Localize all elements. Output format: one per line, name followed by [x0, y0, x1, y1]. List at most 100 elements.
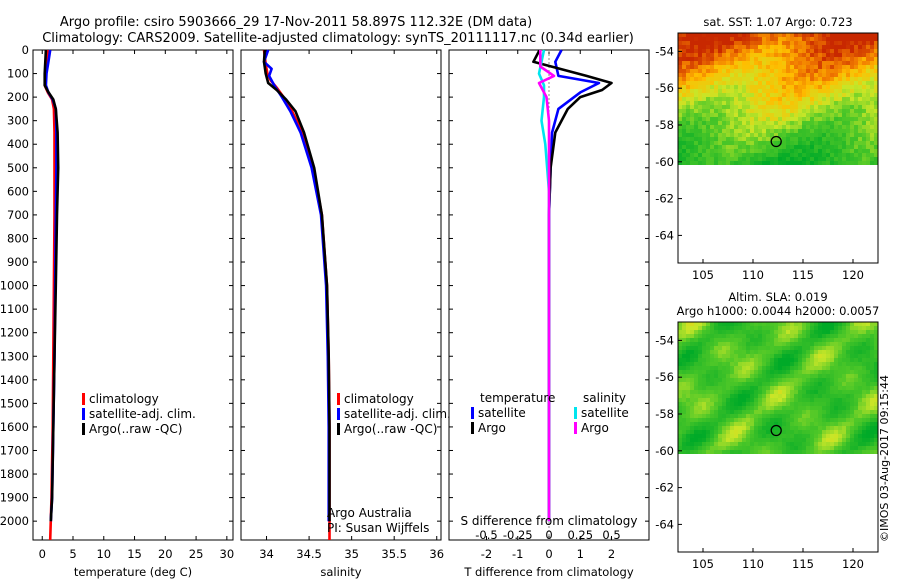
sla_map-cell: [826, 366, 830, 370]
salinity-panel: 34 34.5 35 35.5 36salinityclimatologysatelli…: [240, 49, 451, 579]
sst_map-cell: [794, 45, 798, 49]
sla_map-cell: [738, 382, 742, 386]
sst_map-cell: [874, 149, 878, 153]
sla_map-cell: [846, 382, 850, 386]
sst_map-cell: [710, 33, 714, 37]
sst_map-cells: [678, 33, 878, 165]
sla_map-cell: [734, 346, 738, 350]
sst_map-cell: [738, 153, 742, 157]
sla_map-cell: [798, 430, 802, 434]
sst_map-cell: [806, 45, 810, 49]
sst_map-cell: [690, 93, 694, 97]
temperature-ytick-label: 1900: [0, 491, 29, 505]
sst_map-cell: [850, 65, 854, 69]
sla_map-cell: [686, 374, 690, 378]
sst_map-cell: [758, 141, 762, 145]
sst_map-cell: [682, 157, 686, 161]
sst_map-cell: [750, 153, 754, 157]
sla_map-cell: [758, 438, 762, 442]
sst_map-cell: [810, 41, 814, 45]
sla_map-cell: [854, 322, 858, 326]
sst_map-cell: [874, 93, 878, 97]
sst_map-cell: [714, 61, 718, 65]
sst_map-cell: [758, 49, 762, 53]
sla_map-cell: [874, 402, 878, 406]
sst_map-cell: [734, 53, 738, 57]
sst_map-cell: [834, 105, 838, 109]
sst_map-cell: [762, 105, 766, 109]
sla_map-cell: [718, 350, 722, 354]
sst_map-cell: [710, 101, 714, 105]
sst_map-cell: [690, 121, 694, 125]
sst_map-cell: [702, 137, 706, 141]
sla_map-cell: [694, 446, 698, 450]
sla_map-cell: [738, 402, 742, 406]
sla_map-cell: [774, 362, 778, 366]
sla_map-cell: [862, 382, 866, 386]
sla_map-cell: [706, 378, 710, 382]
sst_map-cell: [838, 37, 842, 41]
sla_map-cell: [778, 402, 782, 406]
sst_map-cell: [790, 41, 794, 45]
sla_map-cell: [758, 402, 762, 406]
sla_map-cell: [798, 426, 802, 430]
sst_map-cell: [702, 61, 706, 65]
sla_map-cell: [862, 330, 866, 334]
sla_map-cell: [710, 430, 714, 434]
sst_map-cell: [750, 125, 754, 129]
sst_map-cell: [698, 109, 702, 113]
sla_map-cell: [858, 382, 862, 386]
sla_map-cell: [874, 386, 878, 390]
sla_map-cell: [778, 434, 782, 438]
sla_map-cell: [826, 406, 830, 410]
sla_map-cell: [718, 330, 722, 334]
sla_map-cell: [698, 446, 702, 450]
sst_map-cell: [754, 149, 758, 153]
sst_map-cell: [718, 69, 722, 73]
sla_map-cell: [730, 438, 734, 442]
sla_map-cell: [730, 374, 734, 378]
sla_map-cell: [834, 406, 838, 410]
sst_map-cell: [774, 69, 778, 73]
sla_map-cell: [710, 362, 714, 366]
sst_map-cell: [834, 77, 838, 81]
sla_map-cell: [698, 430, 702, 434]
sla_map-cell: [838, 426, 842, 430]
sla_map-cell: [762, 354, 766, 358]
sla_map-cell: [758, 382, 762, 386]
sla_map-cell: [822, 322, 826, 326]
sst_map-cell: [718, 61, 722, 65]
sla_map-cell: [694, 434, 698, 438]
sla_map-cell: [754, 350, 758, 354]
sst_map-cell: [854, 41, 858, 45]
sst_map-cell: [858, 141, 862, 145]
sla_map-cell: [862, 374, 866, 378]
sst_map-cell: [686, 153, 690, 157]
sst_map-cell: [850, 133, 854, 137]
sla_map-cell: [826, 330, 830, 334]
sst_map-cell: [726, 41, 730, 45]
sst_map-cell: [786, 161, 790, 165]
sla_map-cell: [770, 322, 774, 326]
sst_map-cell: [806, 77, 810, 81]
sst_map-cell: [826, 129, 830, 133]
sst_map-cell: [798, 57, 802, 61]
sst_map-cell: [726, 81, 730, 85]
sst_map-cell: [774, 81, 778, 85]
sst_map-cell: [870, 65, 874, 69]
sla_map-cell: [758, 326, 762, 330]
sst_map-cell: [806, 149, 810, 153]
sst_map-cell: [742, 113, 746, 117]
sla_map-cell: [734, 434, 738, 438]
sst_map-cell: [782, 129, 786, 133]
sla_map-cell: [730, 350, 734, 354]
sla_map-cell: [798, 402, 802, 406]
sst_map-cell: [846, 117, 850, 121]
sst_map-cell: [754, 105, 758, 109]
sla_map-cell: [706, 382, 710, 386]
sst_map-cell: [838, 133, 842, 137]
sst_map-cell: [694, 45, 698, 49]
sst_map-cell: [866, 137, 870, 141]
sla_map-cell: [794, 338, 798, 342]
sla_map-cell: [810, 370, 814, 374]
